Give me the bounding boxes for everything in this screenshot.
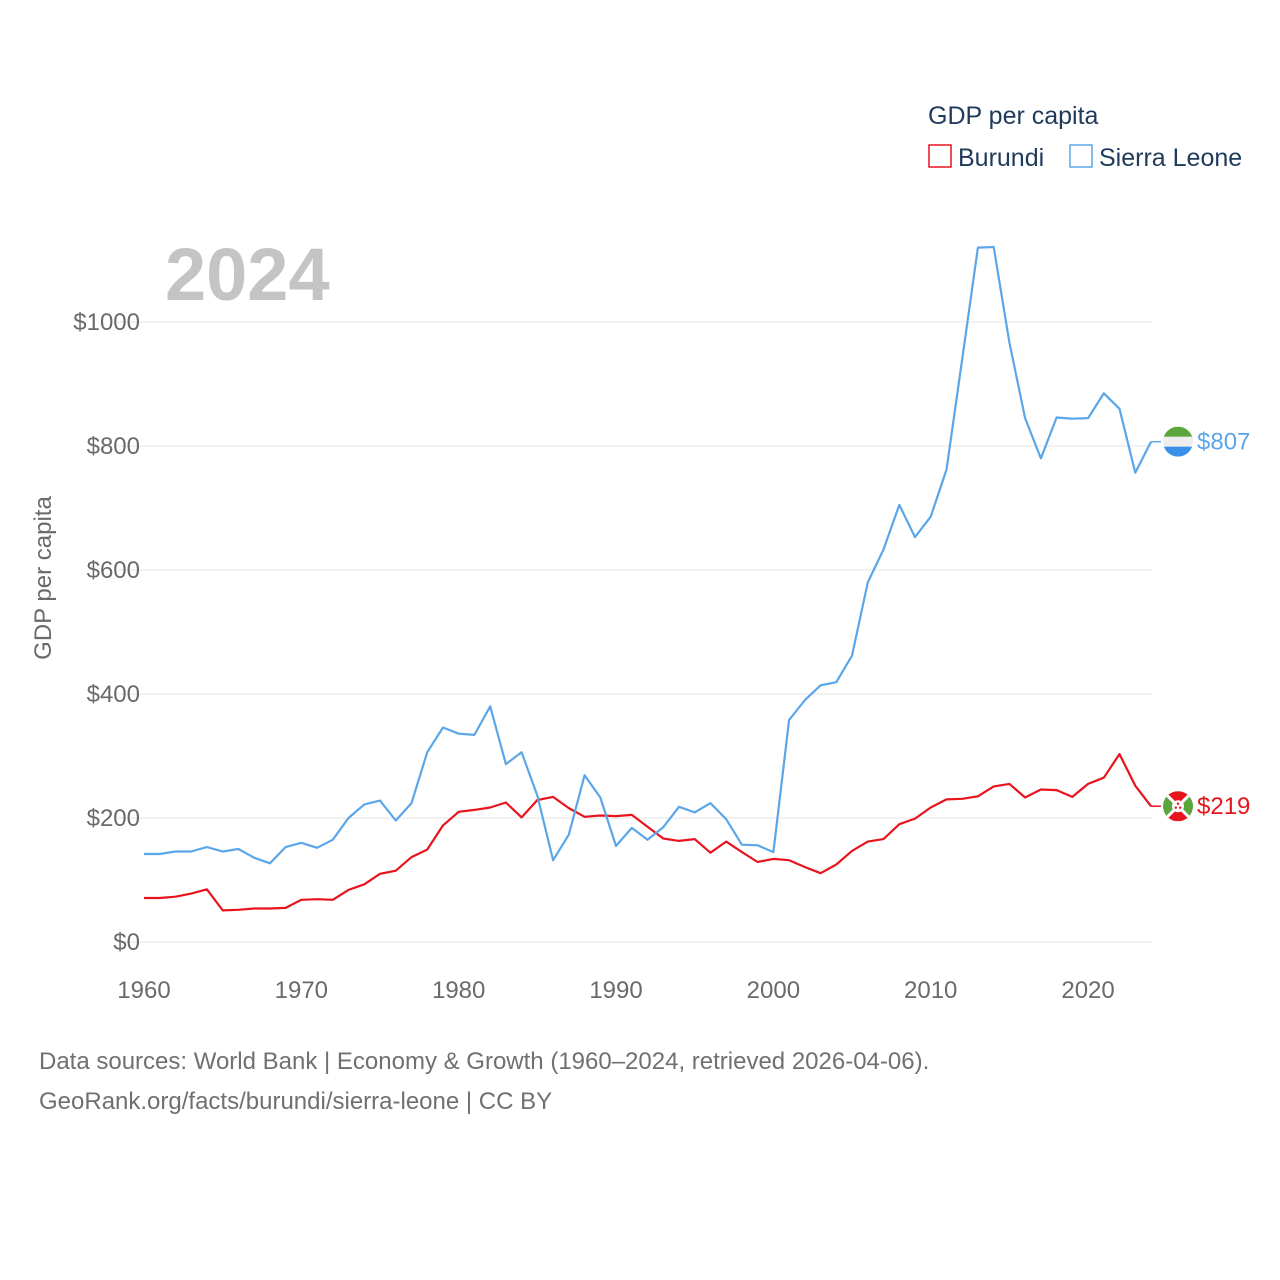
x-axis-ticks: 1960 1970 1980 1990 2000 2010 2020 (117, 977, 1114, 1004)
legend-swatch-sierra-leone (1069, 144, 1093, 168)
legend-title: GDP per capita (928, 102, 1099, 130)
x-tick-label: 2020 (1061, 977, 1114, 1004)
burundi-flag-icon (1163, 791, 1193, 822)
y-axis-title: GDP per capita (30, 496, 57, 660)
series-lines (144, 245, 1152, 912)
end-value-label: $807 (1197, 429, 1250, 456)
series-line-burundi[interactable] (144, 752, 1152, 912)
year-label: 2024 (165, 233, 330, 316)
footer-sources: Data sources: World Bank | Economy & Gro… (39, 1048, 930, 1075)
legend-label-sierra-leone: Sierra Leone (1099, 144, 1242, 172)
legend-item-sierra-leone[interactable]: Sierra Leone (1069, 144, 1242, 172)
x-tick-label: 1960 (117, 977, 170, 1004)
y-tick-label: $600 (87, 557, 140, 584)
footer: Data sources: World Bank | Economy & Gro… (39, 1042, 929, 1122)
y-axis-ticks: $0 $200 $400 $600 $800 $1000 (73, 309, 140, 956)
y-tick-label: $800 (87, 433, 140, 460)
x-tick-label: 1990 (589, 977, 642, 1004)
footer-attribution[interactable]: GeoRank.org/facts/burundi/sierra-leone |… (39, 1088, 553, 1115)
x-tick-label: 1980 (432, 977, 485, 1004)
legend-swatch-burundi (928, 144, 952, 168)
y-tick-label: $1000 (73, 309, 140, 336)
legend-label-burundi: Burundi (958, 144, 1044, 172)
end-markers: $219 $807 (1151, 426, 1250, 822)
gridlines (118, 321, 1152, 943)
x-tick-label: 2010 (904, 977, 957, 1004)
series-line-sierra-leone[interactable] (144, 245, 1152, 865)
legend-item-burundi[interactable]: Burundi (928, 144, 1044, 172)
x-tick-label: 1970 (275, 977, 328, 1004)
end-value-label: $219 (1197, 793, 1250, 820)
x-tick-label: 2000 (747, 977, 800, 1004)
gdp-chart: GDP per capita Burundi Sierra Leone 2024… (30, 102, 1250, 1004)
y-tick-label: $200 (87, 805, 140, 832)
sierra-leone-flag-icon (1163, 426, 1193, 457)
y-tick-label: $400 (87, 681, 140, 708)
y-tick-label: $0 (113, 929, 140, 956)
